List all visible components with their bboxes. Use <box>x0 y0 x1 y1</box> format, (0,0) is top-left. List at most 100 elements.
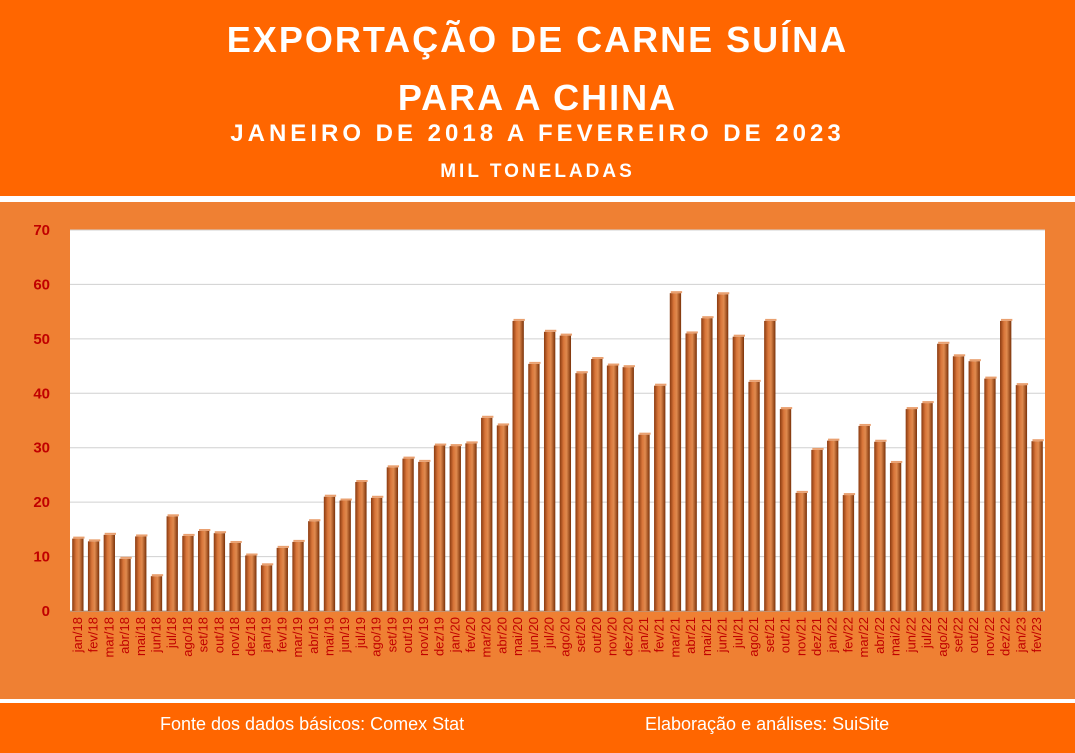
bar-out-19 <box>402 458 414 611</box>
bar-out-21 <box>779 409 792 611</box>
bar-out-18 <box>213 533 226 611</box>
bar-jul-22 <box>921 403 933 611</box>
bar-top-cap <box>906 407 918 410</box>
bar-top-cap <box>655 383 667 386</box>
bar-nov-21 <box>795 492 807 611</box>
source-note: Fonte dos dados básicos: Comex Stat <box>160 714 465 734</box>
x-tick-label: out/18 <box>211 617 226 653</box>
x-tick-label: fev/22 <box>840 617 855 652</box>
x-tick-label: abr/18 <box>117 617 132 654</box>
x-tick-label: mar/21 <box>667 617 682 657</box>
bar-top-cap <box>796 490 808 493</box>
bar-top-cap <box>277 545 289 548</box>
x-tick-label: jul/21 <box>730 617 745 649</box>
chart-subtitle: JANEIRO DE 2018 A FEVEREIRO DE 2023 <box>230 120 845 147</box>
x-tick-label: out/20 <box>589 617 604 653</box>
bar-mai-21 <box>701 318 713 611</box>
bar-top-cap <box>639 432 651 435</box>
bar-top-cap <box>261 563 274 566</box>
x-tick-label: abr/21 <box>683 617 698 654</box>
bar-ago-21 <box>748 381 760 611</box>
y-tick-label: 50 <box>33 331 50 348</box>
x-tick-label: nov/18 <box>227 617 242 656</box>
x-tick-label: jun/20 <box>526 617 541 653</box>
bar-top-cap <box>293 539 305 542</box>
x-tick-label: dez/21 <box>809 617 824 656</box>
bar-nov-22 <box>984 378 996 611</box>
x-tick-label: mai/18 <box>133 617 148 656</box>
x-tick-label: ago/21 <box>746 617 761 657</box>
bar-top-cap <box>1016 383 1029 386</box>
bar-top-cap <box>560 333 573 336</box>
bar-top-cap <box>890 460 903 463</box>
bar-ago-18 <box>182 535 194 611</box>
x-tick-label: jul/19 <box>353 617 368 649</box>
y-tick-label: 70 <box>33 222 50 239</box>
bar-jan-19 <box>260 565 273 611</box>
bar-top-cap <box>340 498 352 501</box>
x-tick-label: set/19 <box>384 617 399 652</box>
bar-top-cap <box>482 415 494 418</box>
x-tick-label: jan/18 <box>70 617 85 653</box>
x-tick-label: jun/21 <box>715 617 730 653</box>
x-tick-label: dez/18 <box>243 617 258 656</box>
bar-ago-20 <box>559 335 572 611</box>
x-tick-label: jun/19 <box>337 617 352 653</box>
bar-fev-20 <box>465 443 477 611</box>
x-tick-label: nov/21 <box>793 617 808 656</box>
bar-fev-23 <box>1031 441 1043 611</box>
x-tick-label: jan/22 <box>825 617 840 653</box>
bar-top-cap <box>592 357 604 359</box>
x-tick-label: mai/22 <box>888 617 903 656</box>
bar-top-cap <box>450 444 462 447</box>
chart-unit-label: MIL TONELADAS <box>440 161 635 182</box>
bar-top-cap <box>371 495 384 498</box>
bar-dez-18 <box>245 555 257 611</box>
bar-top-cap <box>1032 439 1044 442</box>
bar-top-cap <box>812 447 824 450</box>
x-tick-label: ago/19 <box>369 617 384 657</box>
x-tick-label: nov/19 <box>416 617 431 656</box>
x-tick-label: nov/22 <box>982 617 997 656</box>
x-tick-label: nov/20 <box>605 617 620 656</box>
bar-nov-18 <box>229 542 241 611</box>
bar-jan-22 <box>827 440 839 611</box>
bar-top-cap <box>167 514 179 517</box>
x-tick-label: out/19 <box>400 617 415 653</box>
bar-top-cap <box>214 531 227 534</box>
y-tick-label: 60 <box>33 276 50 293</box>
bar-mar-22 <box>858 425 870 611</box>
chart-area: 0 10 20 30 40 50 60 70 jan/18 fev/18 mar/18 abr/18… <box>0 202 1075 699</box>
bar-fev-19 <box>276 547 288 611</box>
bar-jan-23 <box>1015 385 1028 611</box>
bar-jan-18 <box>72 538 84 611</box>
x-tick-label: abr/19 <box>306 617 321 654</box>
bar-top-cap <box>230 540 242 543</box>
chart-title-line1: EXPORTAÇÃO DE CARNE SUÍNA <box>226 19 849 60</box>
x-tick-label: set/20 <box>573 617 588 652</box>
bar-abr-22 <box>874 441 886 611</box>
bar-dez-22 <box>1000 320 1012 611</box>
chart-footer: Fonte dos dados básicos: Comex Stat Elab… <box>0 703 1075 753</box>
bar-top-cap <box>183 533 195 536</box>
bar-top-cap <box>246 553 258 556</box>
bar-jan-20 <box>449 446 461 611</box>
x-tick-label: dez/20 <box>620 617 635 656</box>
x-tick-label: out/22 <box>966 617 981 653</box>
y-tick-label: 40 <box>33 385 50 402</box>
bar-top-cap <box>544 329 557 332</box>
bar-jun-18 <box>150 576 163 611</box>
bar-jul-19 <box>355 482 367 611</box>
x-tick-label: jan/19 <box>259 617 274 653</box>
bar-mai-22 <box>889 462 902 611</box>
bar-top-cap <box>434 443 447 446</box>
bar-top-cap <box>686 331 698 334</box>
bar-top-cap <box>780 407 793 410</box>
bar-ago-19 <box>370 497 383 611</box>
bar-jun-19 <box>339 500 351 611</box>
bar-top-cap <box>828 438 840 441</box>
bar-abr-21 <box>685 333 697 611</box>
x-tick-label: ago/20 <box>557 617 572 657</box>
bar-fev-18 <box>87 541 100 611</box>
bar-mar-20 <box>481 417 493 611</box>
